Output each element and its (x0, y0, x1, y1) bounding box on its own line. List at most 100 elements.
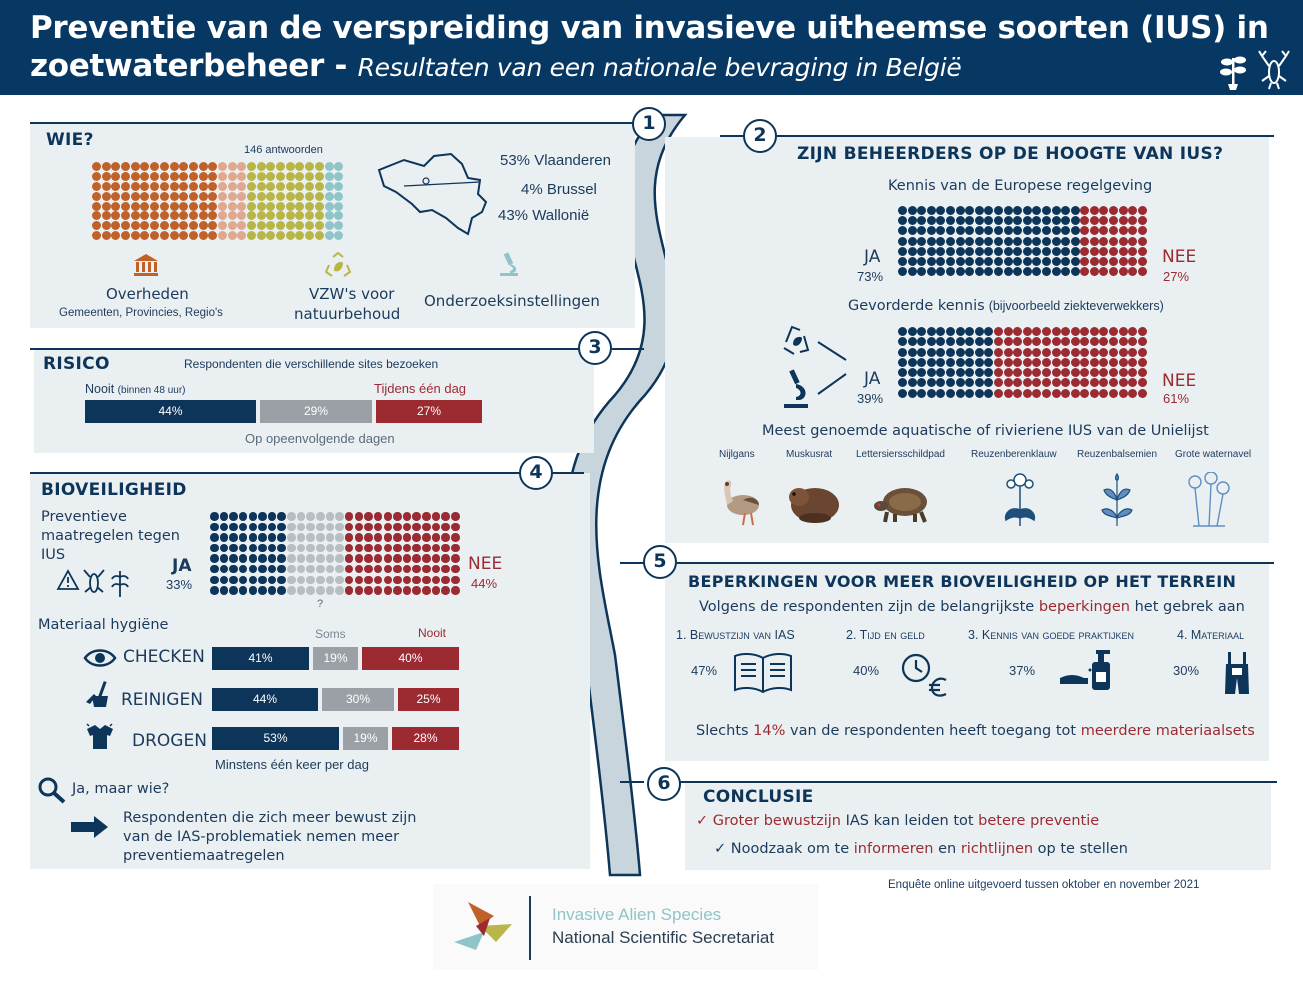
waffle-dot (984, 206, 994, 215)
risico-subtitle: Respondenten die verschillende sites bez… (184, 357, 439, 371)
waffle-dot (1099, 216, 1109, 226)
waffle-dot (412, 543, 421, 553)
waffle-dot (936, 357, 946, 367)
waffle-dot (266, 221, 276, 231)
waffle-dot (1128, 327, 1138, 336)
waffle-dot (306, 522, 315, 532)
waffle-dot (926, 368, 936, 378)
waffle-dot (1061, 267, 1071, 277)
waffle-dot (354, 575, 364, 585)
waffle-dot (335, 522, 344, 532)
waffle-dot (993, 256, 1003, 266)
waffle-dot (1032, 368, 1042, 378)
waffle-dot (364, 554, 373, 563)
gevorderde-waffle (898, 327, 1147, 399)
waffle-dot (383, 512, 393, 521)
waffle-dot (295, 162, 305, 171)
waffle-dot (314, 162, 324, 171)
waffle-dot (402, 522, 412, 532)
waffle-dot (955, 368, 965, 378)
bio-nee-pct: 44% (471, 576, 498, 591)
waffle-dot (383, 586, 393, 595)
waffle-dot (936, 368, 946, 378)
waffle-dot (898, 388, 907, 398)
waffle-dot (324, 162, 334, 171)
page-title: Preventie van de verspreiding van invasi… (30, 10, 1269, 46)
waffle-dot (324, 231, 334, 241)
waffle-dot (1128, 357, 1138, 367)
waffle-dot (984, 236, 994, 246)
waffle-dot (898, 347, 907, 357)
waffle-dot (945, 226, 955, 236)
waffle-dot (1003, 388, 1013, 398)
waffle-dot (1080, 206, 1090, 215)
waffle-dot (955, 347, 965, 357)
waffle-dot (316, 564, 325, 574)
waffle-dot (248, 512, 258, 521)
divider (552, 472, 584, 474)
waffle-dot (238, 543, 248, 553)
waffle-dot (219, 522, 229, 532)
waffle-dot (285, 201, 295, 211)
waffle-dot (325, 564, 335, 574)
limit-material: 4. Materiaal (1177, 628, 1245, 642)
waffle-dot (431, 554, 441, 563)
river-illustration (565, 113, 688, 877)
waffle-dot (1089, 337, 1099, 347)
waffle-dot (140, 221, 150, 231)
gev-ja: JA (864, 369, 881, 389)
waffle-dot (1041, 347, 1051, 357)
waffle-dot (993, 327, 1003, 336)
waffle-dot (198, 162, 208, 171)
reinigen-bar-nooit: 25% (398, 688, 459, 711)
waffle-dot (402, 512, 412, 521)
waffle-dot (1109, 388, 1119, 398)
divider (30, 348, 600, 350)
waffle-dot (248, 575, 258, 585)
waffle-dot (92, 171, 101, 181)
waffle-dot (373, 533, 383, 542)
waffle-dot (266, 162, 276, 171)
waffle-dot (296, 533, 306, 542)
nooit-label: Nooit (binnen 48 uur) (85, 382, 186, 396)
group-vzw-line2: natuurbehoud (294, 305, 401, 323)
waffle-dot (247, 191, 256, 201)
waffle-dot (238, 575, 248, 585)
waffle-dot (150, 201, 160, 211)
waffle-dot (974, 378, 984, 388)
waffle-dot (1032, 347, 1042, 357)
waffle-dot (451, 522, 460, 532)
waffle-dot (965, 267, 975, 277)
waffle-dot (1118, 206, 1128, 215)
species-title: Meest genoemde aquatische of rivieriene … (762, 423, 1209, 439)
waffle-dot (285, 211, 295, 221)
waffle-dot (256, 201, 266, 211)
waffle-dot (955, 256, 965, 266)
waffle-dot (402, 543, 412, 553)
waffle-dot (364, 522, 373, 532)
waffle-dot (1013, 388, 1023, 398)
waffle-dot (1032, 378, 1042, 388)
waffle-dot (208, 221, 218, 231)
waffle-dot (1099, 378, 1109, 388)
waffle-dot (150, 231, 160, 241)
waffle-dot (1003, 327, 1013, 336)
waffle-dot (1013, 246, 1023, 256)
waffle-dot (1003, 246, 1013, 256)
waffle-dot (1061, 256, 1071, 266)
waffle-dot (1080, 368, 1090, 378)
waffle-dot (993, 378, 1003, 388)
waffle-dot (412, 533, 421, 542)
kennis-ja-pct: 73% (857, 269, 884, 284)
waffle-dot (1061, 347, 1071, 357)
waffle-dot (898, 206, 907, 215)
waffle-dot (111, 191, 121, 201)
waffle-dot (898, 226, 907, 236)
bio-nee: NEE (468, 554, 503, 574)
muskrat-icon (789, 488, 839, 523)
waffle-dot (402, 533, 412, 542)
waffle-dot (306, 543, 315, 553)
waffle-dot (256, 191, 266, 201)
waffle-dot (237, 171, 247, 181)
waffle-dot (267, 533, 277, 542)
